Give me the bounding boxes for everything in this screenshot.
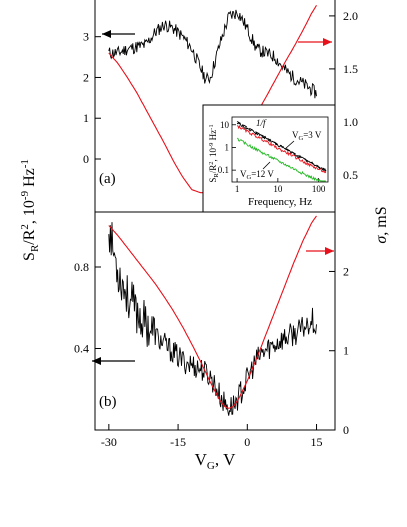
lbl-mid: /R	[21, 229, 38, 244]
arrow-right-axis-head	[325, 247, 334, 255]
lbl-main: V	[195, 450, 208, 469]
left-y-axis-label: SR/R2, 10-9 Hz-1	[19, 159, 41, 261]
inset-annotation-vg12: VG=12 V	[240, 169, 274, 181]
x-tick-label: 15	[311, 435, 323, 449]
inset-annotation-vg3: VG=3 V	[292, 130, 322, 142]
panel-a: 0 1 2 3 0.5 1.0 1.5 2.0 (a)	[83, 5, 358, 194]
panel-b: 0.4 0.8 0 1 2 -30 -15 0 15 (b)	[74, 215, 349, 449]
annotation-tail: =12 V	[251, 169, 274, 179]
lbl-tail: Hz	[208, 130, 218, 143]
annotation-sub: G	[247, 174, 252, 181]
arrow-left-axis-head	[92, 357, 101, 365]
inset-x-tick-label: 1	[235, 184, 240, 194]
annotation-main: V	[292, 130, 299, 140]
right-tick-label: 1	[343, 344, 349, 358]
inset-spectrum-line	[236, 121, 327, 172]
arrow-right-axis-head	[323, 38, 332, 46]
lbl-mid2: , 10	[208, 147, 218, 161]
lbl-unit: , V	[215, 450, 236, 469]
inset-1f-label: 1/f	[256, 118, 267, 128]
inset-box	[202, 104, 336, 213]
x-tick-label: -15	[170, 435, 186, 449]
inset-y-tick-label: 0.1	[218, 165, 229, 175]
arrow-left-axis-head	[102, 30, 111, 38]
panel-label: (b)	[99, 394, 117, 410]
lbl-tail: Hz	[21, 168, 38, 191]
conductivity-series-line	[108, 215, 317, 409]
left-tick-label: 0.4	[74, 342, 89, 356]
left-tick-label: 3	[83, 30, 89, 44]
lbl-sup2: -9	[208, 143, 215, 148]
inset-y-tick-label: 1	[225, 142, 230, 152]
inset-x-tick-label: 100	[312, 184, 326, 194]
right-tick-label: 2.0	[343, 9, 358, 23]
left-tick-label: 0.8	[74, 260, 89, 274]
inset-spectrum-line	[236, 124, 327, 174]
lbl-unit: , mS	[373, 206, 390, 235]
inset-plot-frame	[231, 116, 329, 183]
lbl-sup2: -9	[19, 190, 31, 200]
lbl-symbol: σ	[373, 235, 390, 244]
inset-y-tick-label: 10	[220, 120, 230, 130]
left-tick-label: 0	[83, 152, 89, 166]
lbl-sup: 2	[19, 224, 31, 230]
inset-spectrum-line	[237, 137, 326, 182]
inset-x-axis-label: Frequency, Hz	[248, 196, 312, 208]
x-axis-label: VG, V	[195, 450, 236, 472]
lbl-mid2: , 10	[21, 200, 38, 224]
lbl-sup3: -1	[19, 159, 31, 168]
lbl-sub: R	[29, 244, 41, 252]
plot-frame	[94, 0, 336, 431]
lbl-sub: G	[207, 460, 215, 472]
panel-label: (a)	[99, 171, 116, 187]
inset-x-tick-label: 10	[273, 184, 283, 194]
lbl-mid: /R	[208, 165, 218, 174]
lbl-sup: 2	[208, 161, 215, 164]
noise-series-line	[108, 9, 317, 99]
lbl-sub: R	[213, 173, 220, 178]
right-tick-label: 0.5	[343, 168, 358, 182]
x-tick-label: -30	[101, 435, 117, 449]
noise-series-line	[108, 222, 317, 416]
inset-y-axis-label: SR/R2, 10-9 Hz-1	[208, 124, 220, 182]
lbl-base: S	[21, 252, 38, 261]
left-tick-label: 1	[83, 111, 89, 125]
right-tick-label: 2	[343, 264, 349, 278]
lbl-sup3: -1	[208, 124, 215, 129]
left-tick-label: 2	[83, 70, 89, 84]
right-tick-label: 1.0	[343, 115, 358, 129]
right-tick-label: 0	[343, 423, 349, 437]
inset-annotation-pointer	[262, 161, 271, 170]
inset-annotation-pointer	[284, 140, 295, 150]
right-y-axis-label: σ, mS	[373, 206, 390, 243]
x-tick-label: 0	[244, 435, 250, 449]
annotation-main: V	[240, 169, 247, 179]
right-tick-label: 1.5	[343, 62, 358, 76]
annotation-tail: =3 V	[303, 130, 322, 140]
annotation-sub: G	[299, 135, 304, 142]
lbl-base: S	[208, 178, 218, 183]
